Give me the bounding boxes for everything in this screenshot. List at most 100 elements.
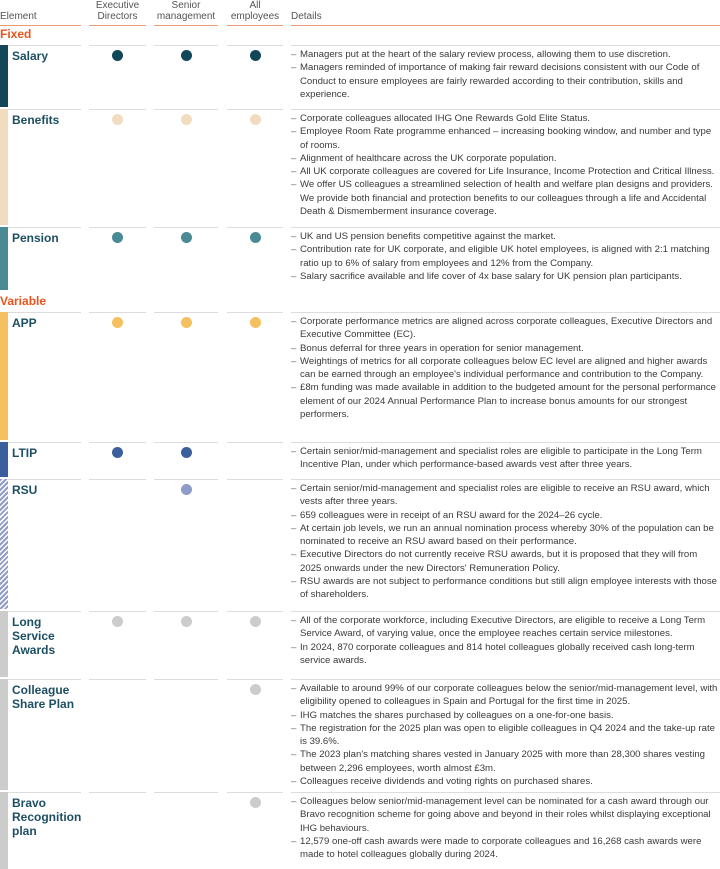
cell-border — [89, 679, 146, 790]
detail-item: We offer US colleagues a streamlined sel… — [291, 178, 720, 218]
cell-border — [291, 227, 720, 290]
cell-border — [0, 479, 81, 609]
cell-border — [227, 227, 283, 290]
cell-border — [227, 611, 283, 677]
details-list: Corporate performance metrics are aligne… — [291, 315, 720, 421]
cell-border — [0, 442, 81, 477]
header-senior-management: Senior management — [154, 0, 218, 26]
element-label: RSU — [12, 483, 38, 497]
cell-border — [0, 45, 81, 107]
detail-item: Executive Directors do not currently rec… — [291, 548, 720, 575]
header-all-employees: All employees — [227, 0, 283, 26]
eligibility-dot-all-employees — [249, 797, 261, 808]
table-row-bravo-recognition-plan: Bravo Recognition plan Colleagues below s… — [0, 792, 720, 869]
cell-border — [89, 109, 146, 225]
element-label: Salary — [12, 49, 49, 63]
category-color-bar — [0, 792, 8, 869]
eligibility-dot-senior-management — [180, 317, 192, 328]
detail-item: Certain senior/mid-management and specia… — [291, 445, 720, 472]
table-row-long-service-awards: Long Service Awards All of the corporate … — [0, 611, 720, 677]
cell-border — [227, 479, 283, 609]
detail-item: Managers reminded of importance of makin… — [291, 61, 720, 101]
element-label: Benefits — [12, 113, 60, 127]
eligibility-dot-senior-management — [180, 484, 192, 495]
category-color-bar — [0, 45, 8, 107]
eligibility-dot-executive-directors — [112, 50, 123, 61]
table-row-salary: Salary Managers put at the heart of the s… — [0, 45, 720, 107]
cell-border — [227, 442, 283, 477]
detail-item: Certain senior/mid-management and specia… — [291, 482, 720, 509]
cell-border — [89, 792, 146, 869]
cell-border — [291, 479, 720, 609]
element-label: Bravo Recognition plan — [12, 796, 82, 838]
detail-item: IHG matches the shares purchased by coll… — [291, 709, 720, 723]
cell-border — [89, 227, 146, 290]
detail-item: In 2024, 870 corporate colleagues and 81… — [291, 641, 720, 668]
eligibility-dot-executive-directors — [112, 317, 123, 328]
eligibility-dot-executive-directors — [112, 114, 123, 125]
cell-border — [154, 227, 218, 290]
detail-item: Corporate colleagues allocated IHG One R… — [291, 112, 720, 126]
detail-item: UK and US pension benefits competitive a… — [291, 230, 720, 244]
category-color-bar — [0, 312, 8, 440]
eligibility-dot-all-employees — [249, 232, 261, 243]
cell-border — [89, 45, 146, 107]
cell-border — [89, 479, 146, 609]
details-list: Certain senior/mid-management and specia… — [291, 482, 720, 602]
cell-border — [0, 611, 81, 677]
details-list: Corporate colleagues allocated IHG One R… — [291, 112, 720, 218]
cell-border — [0, 792, 81, 869]
cell-border — [291, 442, 720, 477]
cell-border — [0, 109, 81, 225]
cell-border — [89, 442, 146, 477]
eligibility-dot-executive-directors — [112, 447, 123, 458]
detail-item: Colleagues below senior/mid-management l… — [291, 795, 720, 835]
element-label: Colleague Share Plan — [12, 683, 75, 711]
cell-border — [227, 679, 283, 790]
eligibility-dot-senior-management — [180, 114, 192, 125]
header-element: Element — [0, 11, 81, 26]
category-color-bar — [0, 611, 8, 677]
eligibility-dot-all-employees — [249, 50, 261, 61]
cell-border — [154, 45, 218, 107]
details-list: UK and US pension benefits competitive a… — [291, 230, 720, 283]
eligibility-dot-senior-management — [180, 447, 192, 458]
eligibility-dot-senior-management — [180, 616, 192, 627]
detail-item: All of the corporate workforce, includin… — [291, 614, 720, 641]
cell-border — [0, 679, 81, 790]
cell-border — [291, 679, 720, 790]
detail-item: Alignment of healthcare across the UK co… — [291, 152, 720, 166]
eligibility-dot-senior-management — [180, 232, 192, 243]
cell-border — [89, 312, 146, 440]
detail-item: Weightings of metrics for all corporate … — [291, 355, 720, 382]
detail-item: £8m funding was made available in additi… — [291, 381, 720, 421]
detail-item: Colleagues receive dividends and voting … — [291, 775, 720, 789]
cell-border — [89, 611, 146, 677]
table-header: Element Executive Directors Senior manag… — [0, 0, 720, 26]
cell-border — [291, 45, 720, 107]
cell-border — [227, 109, 283, 225]
table-row-app: APP Corporate performance metrics are ali… — [0, 312, 720, 440]
cell-border — [0, 312, 81, 440]
cell-border — [0, 227, 81, 290]
cell-border — [154, 442, 218, 477]
detail-item: Available to around 99% of our corporate… — [291, 682, 720, 709]
element-label: Long Service Awards — [12, 615, 56, 657]
detail-item: All UK corporate colleagues are covered … — [291, 165, 720, 179]
cell-border — [154, 312, 218, 440]
table-row-ltip: LTIP Certain senior/mid-management and sp… — [0, 442, 720, 477]
details-list: Available to around 99% of our corporate… — [291, 682, 720, 789]
detail-item: Managers put at the heart of the salary … — [291, 48, 720, 62]
cell-border — [227, 792, 283, 869]
eligibility-dot-all-employees — [249, 616, 261, 627]
section-variable: Variable — [0, 294, 47, 308]
element-label: Pension — [12, 231, 59, 245]
section-fixed: Fixed — [0, 27, 32, 41]
cell-border — [291, 312, 720, 440]
details-list: Managers put at the heart of the salary … — [291, 48, 720, 101]
detail-item: RSU awards are not subject to performanc… — [291, 575, 720, 602]
cell-border — [291, 611, 720, 677]
detail-item: Employee Room Rate programme enhanced – … — [291, 125, 720, 152]
detail-item: Salary sacrifice available and life cove… — [291, 270, 720, 284]
cell-border — [227, 312, 283, 440]
